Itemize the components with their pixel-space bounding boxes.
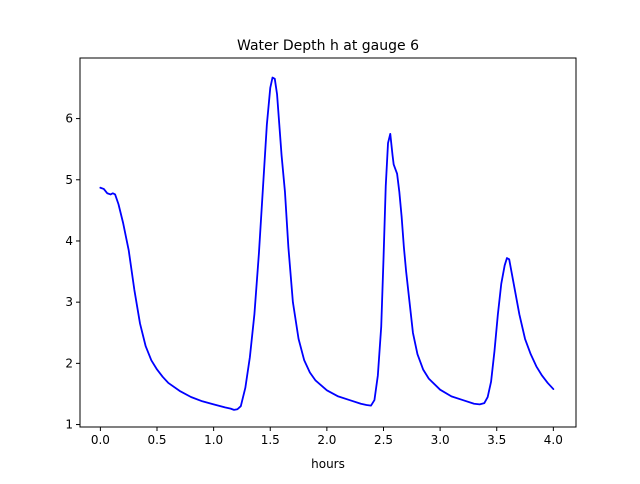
x-tick-label: 3.5 (487, 433, 506, 447)
series-line (99, 76, 555, 411)
y-tick-label: 4 (65, 234, 73, 248)
y-tick-label: 6 (65, 112, 73, 126)
x-tick-label: 2.0 (317, 433, 336, 447)
x-tick-label: 3.0 (431, 433, 450, 447)
x-axis-label: hours (311, 457, 345, 471)
x-axis: 0.0 0.5 1.0 1.5 2.0 2.5 3.0 3.5 4.0 (91, 427, 563, 447)
y-tick-label: 1 (65, 418, 73, 432)
y-tick-label: 2 (65, 356, 73, 370)
x-tick-label: 2.5 (374, 433, 393, 447)
chart-title: Water Depth h at gauge 6 (237, 38, 419, 54)
y-tick-label: 3 (65, 295, 73, 309)
x-tick-label: 0.5 (147, 433, 166, 447)
y-tick-label: 5 (65, 173, 73, 187)
plot-frame (79, 57, 577, 428)
x-tick-label: 1.5 (261, 433, 280, 447)
x-tick-label: 1.0 (204, 433, 223, 447)
plot-area (80, 58, 576, 427)
x-tick-label: 4.0 (544, 433, 563, 447)
x-tick-label: 0.0 (91, 433, 110, 447)
y-axis: 1 2 3 4 5 6 (65, 112, 80, 432)
series-layer (99, 76, 555, 411)
